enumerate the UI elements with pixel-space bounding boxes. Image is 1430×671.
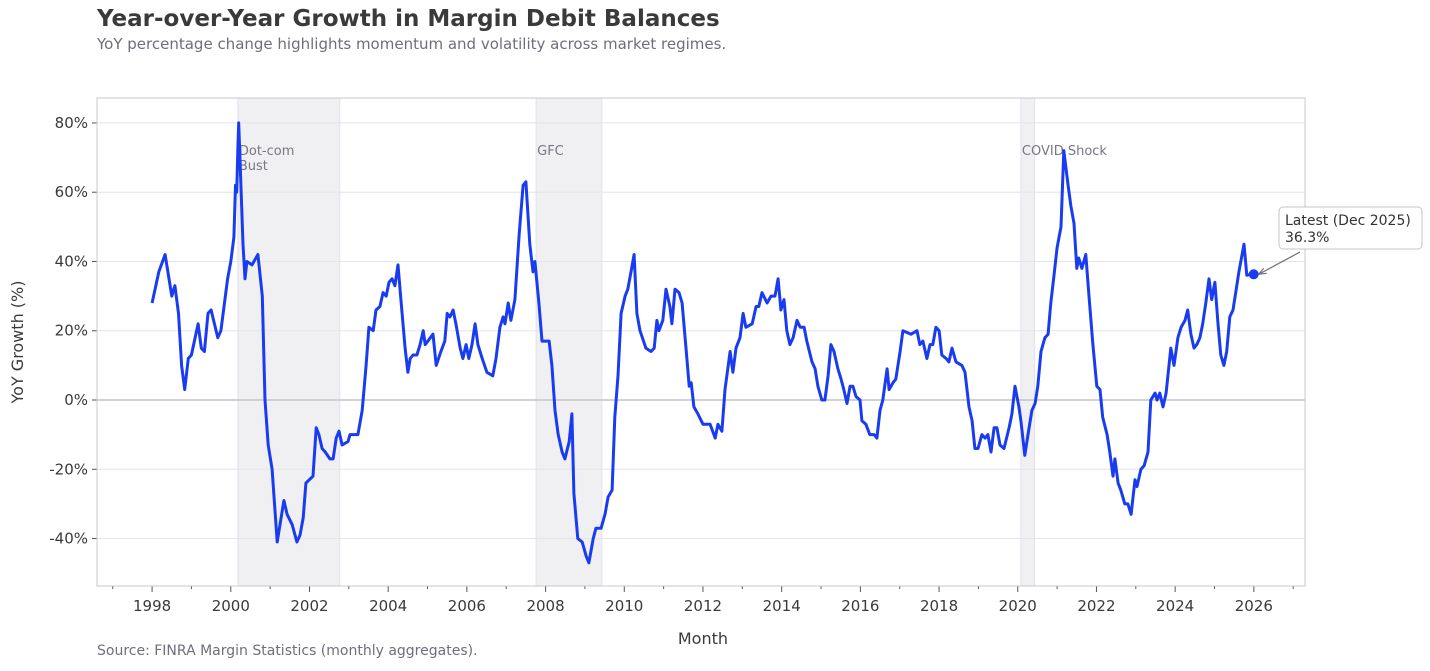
y-tick-label: 0%	[64, 391, 88, 409]
chart-title: Year-over-Year Growth in Margin Debit Ba…	[97, 6, 720, 32]
annotation-title: Latest (Dec 2025)	[1285, 213, 1411, 229]
x-tick-label: 2018	[920, 597, 958, 615]
x-tick-label: 2002	[290, 597, 328, 615]
y-axis-label: YoY Growth (%)	[8, 281, 27, 405]
x-tick-label: 2016	[841, 597, 879, 615]
x-axis-label: Month	[678, 629, 728, 648]
x-tick-label: 2022	[1077, 597, 1115, 615]
shaded-region-label: GFC	[537, 144, 564, 159]
x-tick-label: 1998	[133, 597, 171, 615]
x-tick-label: 2014	[763, 597, 801, 615]
chart-subtitle: YoY percentage change highlights momentu…	[97, 35, 727, 53]
x-tick-label: 2024	[1156, 597, 1194, 615]
plot-frame	[96, 97, 1306, 587]
x-tick-label: 2020	[999, 597, 1037, 615]
y-tick-label: 60%	[55, 183, 88, 201]
x-tick-label: 2008	[526, 597, 564, 615]
x-tick-label: 2026	[1235, 597, 1273, 615]
y-tick-label: -40%	[49, 530, 88, 548]
y-tick-label: 40%	[55, 252, 88, 270]
x-tick-label: 2000	[212, 597, 250, 615]
y-tick-label: 80%	[55, 114, 88, 132]
x-tick-label: 2006	[448, 597, 486, 615]
shaded-region-label: Dot-com Bust	[239, 144, 295, 174]
latest-point-marker	[1248, 269, 1259, 280]
shaded-region	[1020, 97, 1036, 587]
x-tick-label: 2004	[369, 597, 407, 615]
shaded-region	[237, 97, 341, 587]
annotation-box	[1278, 206, 1423, 250]
source-note: Source: FINRA Margin Statistics (monthly…	[97, 643, 478, 659]
series-line	[150, 121, 1252, 565]
y-tick-label: -20%	[49, 460, 88, 478]
x-tick-label: 2010	[605, 597, 643, 615]
y-tick-label: 20%	[55, 322, 88, 340]
x-tick-label: 2012	[684, 597, 722, 615]
arrowhead-icon	[1258, 267, 1267, 275]
annotation-arrow	[1258, 251, 1301, 275]
annotation-value: 36.3%	[1285, 230, 1329, 246]
